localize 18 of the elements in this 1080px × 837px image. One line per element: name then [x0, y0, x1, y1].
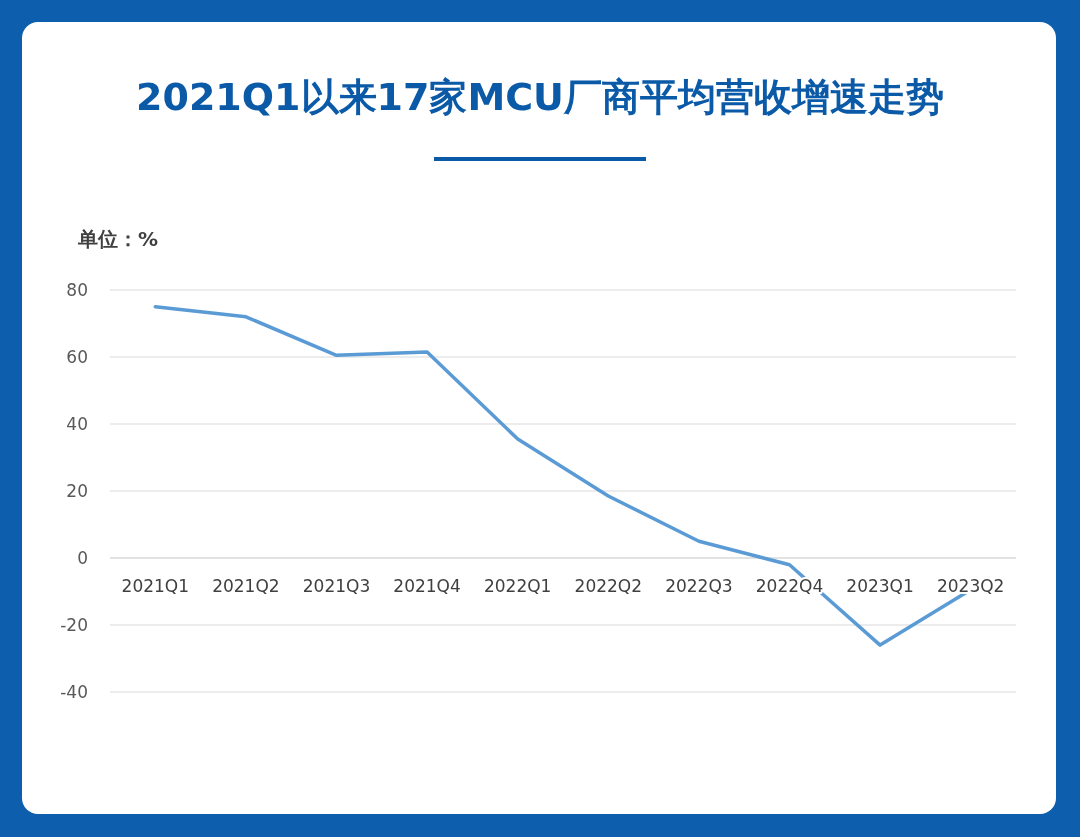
x-tick-label: 2021Q2 — [212, 576, 280, 596]
y-tick-label: -40 — [60, 681, 88, 702]
x-tick-label: 2022Q2 — [574, 576, 643, 596]
y-tick-label: 80 — [66, 279, 88, 300]
x-tick-label: 2023Q2 — [936, 576, 1005, 596]
x-tick-label: 2022Q1 — [483, 576, 552, 596]
y-tick-label: 20 — [66, 480, 88, 501]
y-axis-title: 单位：% — [77, 227, 159, 251]
y-tick-label: 40 — [66, 413, 88, 434]
x-tick-label: 2021Q4 — [393, 576, 461, 596]
x-tick-label: 2021Q1 — [121, 576, 190, 596]
y-tick-label: -20 — [60, 614, 88, 635]
x-tick-label: 2023Q1 — [846, 576, 914, 596]
x-tick-label: 2021Q3 — [302, 576, 371, 596]
x-tick-label: 2022Q3 — [665, 576, 733, 596]
y-tick-label: 60 — [66, 346, 88, 367]
chart-title: 2021Q1以来17家MCU厂商平均营收增速走势 — [136, 75, 944, 119]
y-tick-label: 0 — [77, 547, 88, 568]
